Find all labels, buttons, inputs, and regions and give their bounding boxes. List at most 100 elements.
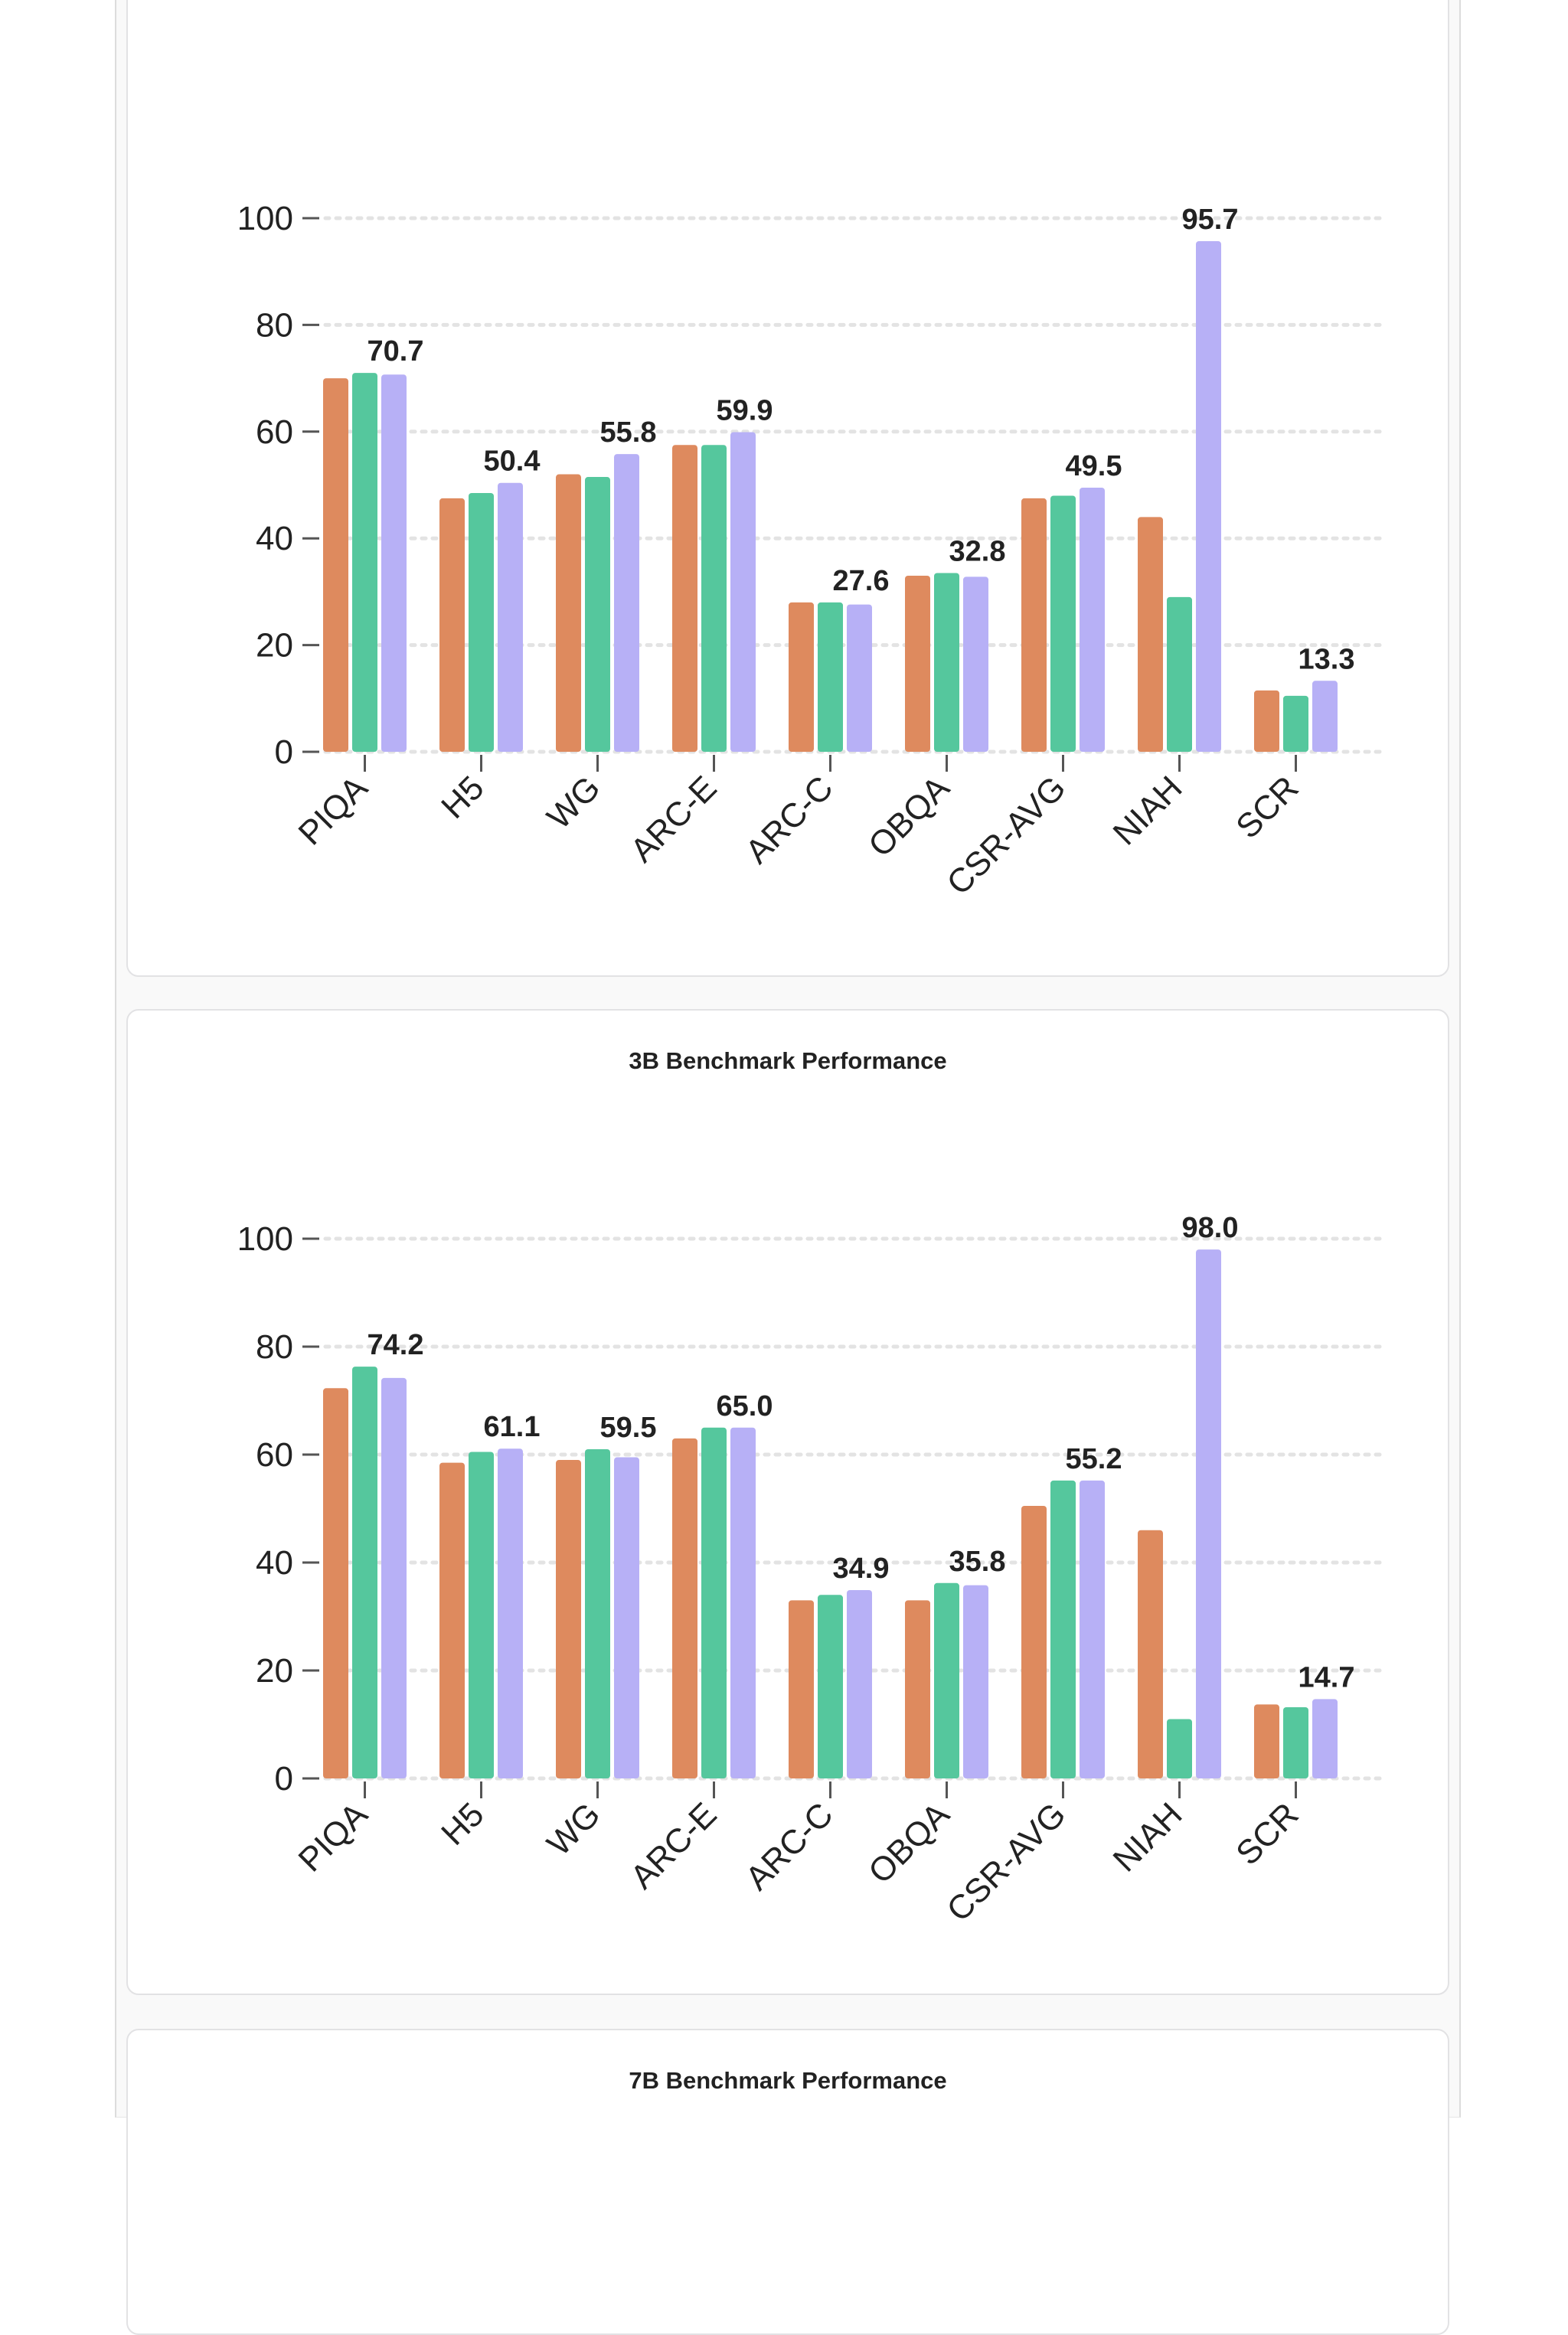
bar-series-a bbox=[672, 1438, 697, 1778]
bar-series-b bbox=[1283, 695, 1308, 752]
bar-series-a bbox=[1138, 517, 1163, 752]
data-label: 59.5 bbox=[600, 1412, 657, 1444]
y-tick-label: 60 bbox=[256, 413, 293, 451]
y-tick-label: 100 bbox=[237, 1220, 293, 1258]
bar-series-c bbox=[1196, 240, 1221, 752]
bar-series-b bbox=[352, 373, 377, 752]
x-tick-label: ARC-C bbox=[738, 1795, 840, 1897]
bars bbox=[323, 1249, 1338, 1778]
data-label: 13.3 bbox=[1298, 643, 1355, 675]
data-labels: 74.2 61.1 59.5 65.0 34.9 35.8 55.2 98.0 14.7 bbox=[368, 1212, 1355, 1693]
data-label: 34.9 bbox=[833, 1553, 890, 1585]
chart-title-3b: 3B Benchmark Performance bbox=[629, 1047, 947, 1074]
chart-title-7b: 7B Benchmark Performance bbox=[629, 2067, 947, 2094]
chart-card-3b: 3B Benchmark Performance 0 20 40 60 80 100 PIQ… bbox=[126, 1009, 1449, 1995]
bar-series-a bbox=[439, 1462, 465, 1778]
data-label: 55.2 bbox=[1066, 1443, 1122, 1475]
bar-series-b bbox=[469, 1452, 494, 1778]
y-tick-label: 40 bbox=[256, 520, 293, 557]
bar-series-c bbox=[847, 1589, 872, 1778]
y-tick-label: 0 bbox=[275, 1760, 293, 1798]
chart-card-1: 0 20 40 60 80 100 PIQA H5 WG ARC-E ARC-C OBQA CSR-AV… bbox=[126, 0, 1449, 977]
bar-series-a bbox=[323, 1388, 348, 1778]
bar-series-c bbox=[730, 432, 756, 752]
y-tick-label: 80 bbox=[256, 306, 293, 344]
bar-series-c bbox=[1196, 1249, 1221, 1778]
bar-series-a bbox=[1021, 1505, 1047, 1778]
bar-series-b bbox=[1050, 495, 1076, 752]
x-tick-label: ARC-E bbox=[623, 1795, 724, 1896]
bar-series-a bbox=[556, 474, 581, 752]
bar-series-c bbox=[730, 1427, 756, 1778]
bar-series-b bbox=[934, 1582, 959, 1778]
x-tick-label: WG bbox=[540, 1795, 607, 1863]
x-tick-label: OBQA bbox=[861, 1795, 957, 1891]
bar-series-c bbox=[614, 1457, 639, 1778]
data-label: 65.0 bbox=[717, 1390, 773, 1422]
data-label: 61.1 bbox=[484, 1411, 541, 1443]
bar-series-a bbox=[905, 575, 930, 752]
bar-series-b bbox=[701, 1427, 727, 1778]
y-tick-label: 60 bbox=[256, 1436, 293, 1474]
y-axis: 0 20 40 60 80 100 bbox=[237, 200, 319, 771]
data-label: 70.7 bbox=[368, 335, 424, 367]
bar-series-a bbox=[905, 1600, 930, 1778]
x-tick-label: ARC-C bbox=[738, 769, 840, 870]
x-tick-label: CSR-AVG bbox=[939, 769, 1073, 902]
bar-series-a bbox=[1138, 1530, 1163, 1778]
bar-series-a bbox=[1254, 1704, 1279, 1778]
bar-series-c bbox=[498, 1448, 523, 1778]
bar-series-c bbox=[1312, 681, 1338, 752]
x-tick-label: WG bbox=[540, 769, 607, 836]
data-label: 27.6 bbox=[833, 565, 890, 597]
y-tick-label: 40 bbox=[256, 1544, 293, 1582]
data-labels: 70.7 50.4 55.8 59.9 27.6 32.8 49.5 95.7 13.3 bbox=[368, 204, 1355, 675]
x-tick-label: PIQA bbox=[292, 1795, 375, 1879]
bar-series-a bbox=[672, 445, 697, 752]
data-label: 74.2 bbox=[368, 1329, 424, 1361]
x-tick-label: SCR bbox=[1229, 769, 1305, 845]
bar-series-b bbox=[1167, 1719, 1192, 1778]
y-tick-label: 100 bbox=[237, 200, 293, 237]
bar-series-c bbox=[1080, 1480, 1105, 1778]
x-tick-label: H5 bbox=[434, 1795, 491, 1852]
y-tick-label: 0 bbox=[275, 733, 293, 771]
x-tick-label: CSR-AVG bbox=[939, 1795, 1073, 1928]
bar-series-c bbox=[498, 482, 523, 752]
bar-series-c bbox=[963, 576, 988, 752]
bar-series-c bbox=[614, 454, 639, 752]
x-tick-label: OBQA bbox=[861, 769, 957, 864]
bar-series-a bbox=[789, 602, 814, 752]
y-tick-label: 20 bbox=[256, 1652, 293, 1690]
bar-series-a bbox=[789, 1600, 814, 1778]
y-tick-label: 20 bbox=[256, 627, 293, 665]
chart-card-7b: 7B Benchmark Performance bbox=[126, 2029, 1449, 2335]
bar-series-a bbox=[439, 498, 465, 752]
bar-series-c bbox=[381, 374, 407, 752]
data-label: 14.7 bbox=[1298, 1661, 1355, 1693]
y-tick-label: 80 bbox=[256, 1328, 293, 1366]
x-tick-label: ARC-E bbox=[623, 769, 724, 869]
bars bbox=[323, 240, 1338, 752]
bar-series-a bbox=[556, 1460, 581, 1778]
bar-series-b bbox=[818, 1595, 843, 1778]
bar-series-b bbox=[934, 573, 959, 752]
bar-series-b bbox=[701, 445, 727, 752]
bar-series-a bbox=[1021, 498, 1047, 752]
bar-series-b bbox=[585, 1448, 610, 1778]
bar-series-c bbox=[1080, 487, 1105, 752]
x-tick-label: NIAH bbox=[1106, 769, 1190, 852]
data-label: 55.8 bbox=[600, 416, 657, 449]
bar-series-c bbox=[1312, 1699, 1338, 1778]
data-label: 59.9 bbox=[717, 394, 773, 426]
bar-series-b bbox=[352, 1367, 377, 1778]
y-axis: 0 20 40 60 80 100 bbox=[237, 1220, 319, 1798]
bar-series-c bbox=[381, 1377, 407, 1778]
bar-series-b bbox=[818, 602, 843, 752]
x-tick-label: SCR bbox=[1229, 1795, 1305, 1872]
data-label: 98.0 bbox=[1182, 1212, 1239, 1244]
x-tick-label: NIAH bbox=[1106, 1795, 1190, 1879]
x-tick-label: H5 bbox=[434, 769, 491, 825]
